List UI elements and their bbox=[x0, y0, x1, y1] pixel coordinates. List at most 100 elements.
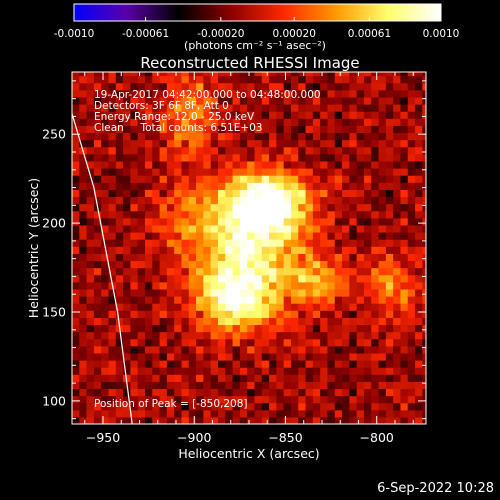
heatmap-cell bbox=[196, 331, 204, 340]
heatmap-cell bbox=[371, 232, 380, 240]
heatmap-cell bbox=[137, 296, 146, 304]
heatmap-cell bbox=[269, 89, 277, 98]
heatmap-cell bbox=[298, 303, 307, 311]
heatmap-cell bbox=[108, 267, 117, 276]
heatmap-cell bbox=[290, 111, 299, 119]
heatmap-cell bbox=[203, 139, 212, 148]
heatmap-cell bbox=[108, 360, 117, 368]
heatmap-cell bbox=[196, 89, 204, 98]
heatmap-cell bbox=[239, 338, 248, 347]
heatmap-cell bbox=[188, 338, 197, 347]
heatmap-cell bbox=[407, 288, 416, 297]
heatmap-cell bbox=[93, 317, 102, 326]
heatmap-cell bbox=[137, 395, 146, 404]
heatmap-cell bbox=[356, 160, 365, 169]
heatmap-cell bbox=[349, 232, 358, 240]
heatmap-cell bbox=[320, 175, 329, 183]
heatmap-cell bbox=[276, 139, 285, 148]
heatmap-cell bbox=[342, 75, 350, 84]
heatmap-cell bbox=[269, 317, 277, 326]
heatmap-cell bbox=[378, 72, 387, 77]
heatmap-cell bbox=[342, 324, 350, 333]
heatmap-cell bbox=[239, 153, 248, 162]
heatmap-cell bbox=[283, 367, 292, 375]
heatmap-cell bbox=[210, 189, 219, 198]
heatmap-cell bbox=[123, 367, 131, 375]
heatmap-cell bbox=[144, 246, 153, 254]
heatmap-cell bbox=[239, 402, 248, 411]
heatmap-cell bbox=[217, 125, 226, 134]
heatmap-cell bbox=[371, 82, 380, 91]
heatmap-cell bbox=[115, 274, 124, 283]
heatmap-cell bbox=[225, 381, 234, 390]
heatmap-cell bbox=[203, 409, 212, 418]
heatmap-cell bbox=[378, 360, 387, 368]
heatmap-cell bbox=[181, 288, 190, 297]
heatmap-cell bbox=[101, 281, 110, 290]
heatmap-cell bbox=[152, 146, 161, 155]
heatmap-cell bbox=[130, 132, 139, 141]
heatmap-cell bbox=[356, 239, 365, 247]
heatmap-cell bbox=[378, 296, 387, 304]
heatmap-cell bbox=[152, 175, 161, 183]
heatmap-cell bbox=[334, 132, 343, 141]
heatmap-cell bbox=[181, 331, 190, 340]
heatmap-cell bbox=[415, 409, 423, 418]
heatmap-cell bbox=[101, 210, 110, 219]
heatmap-cell bbox=[239, 168, 248, 176]
heatmap-cell bbox=[276, 153, 285, 162]
heatmap-cell bbox=[188, 288, 197, 297]
heatmap-cell bbox=[137, 260, 146, 269]
colorbar-tick-label: 0.0010 bbox=[423, 28, 460, 40]
heatmap-cell bbox=[79, 210, 88, 219]
heatmap-cell bbox=[261, 189, 270, 198]
heatmap-cell bbox=[210, 296, 219, 304]
heatmap-cell bbox=[152, 104, 161, 112]
heatmap-cell bbox=[203, 125, 212, 134]
heatmap-cell bbox=[305, 281, 314, 290]
heatmap-cell bbox=[269, 360, 277, 368]
heatmap-cell bbox=[276, 217, 285, 226]
heatmap-cell bbox=[305, 402, 314, 411]
heatmap-cell bbox=[137, 402, 146, 411]
heatmap-cell bbox=[312, 296, 321, 304]
heatmap-cell bbox=[290, 395, 299, 404]
heatmap-cell bbox=[305, 210, 314, 219]
heatmap-cell bbox=[349, 132, 358, 141]
heatmap-cell bbox=[400, 217, 409, 226]
heatmap-cell bbox=[144, 160, 153, 169]
heatmap-cell bbox=[363, 288, 372, 297]
heatmap-cell bbox=[123, 224, 131, 233]
heatmap-cell bbox=[371, 310, 380, 318]
heatmap-cell bbox=[72, 146, 80, 155]
heatmap-cell bbox=[371, 402, 380, 411]
heatmap-cell bbox=[247, 281, 256, 290]
heatmap-cell bbox=[232, 160, 241, 169]
heatmap-cell bbox=[312, 317, 321, 326]
heatmap-cell bbox=[101, 274, 110, 283]
heatmap-cell bbox=[327, 310, 336, 318]
heatmap-cell bbox=[276, 381, 285, 390]
heatmap-cell bbox=[342, 96, 350, 105]
heatmap-cell bbox=[371, 296, 380, 304]
heatmap-cell bbox=[276, 189, 285, 198]
heatmap-cell bbox=[210, 125, 219, 134]
heatmap-cell bbox=[166, 168, 175, 176]
heatmap-cell bbox=[152, 388, 161, 397]
heatmap-cell bbox=[210, 72, 219, 77]
heatmap-cell bbox=[72, 75, 80, 84]
heatmap-cell bbox=[225, 310, 234, 318]
heatmap-cell bbox=[407, 232, 416, 240]
heatmap-cell bbox=[72, 239, 80, 247]
heatmap-cell bbox=[174, 75, 183, 84]
heatmap-cell bbox=[356, 217, 365, 226]
heatmap-cell bbox=[334, 139, 343, 148]
heatmap-cell bbox=[305, 338, 314, 347]
heatmap-cell bbox=[217, 331, 226, 340]
heatmap-cell bbox=[188, 132, 197, 141]
heatmap-cell bbox=[422, 288, 426, 297]
heatmap-cell bbox=[269, 239, 277, 247]
heatmap-cell bbox=[181, 303, 190, 311]
heatmap-cell bbox=[188, 402, 197, 411]
heatmap-cell bbox=[327, 303, 336, 311]
